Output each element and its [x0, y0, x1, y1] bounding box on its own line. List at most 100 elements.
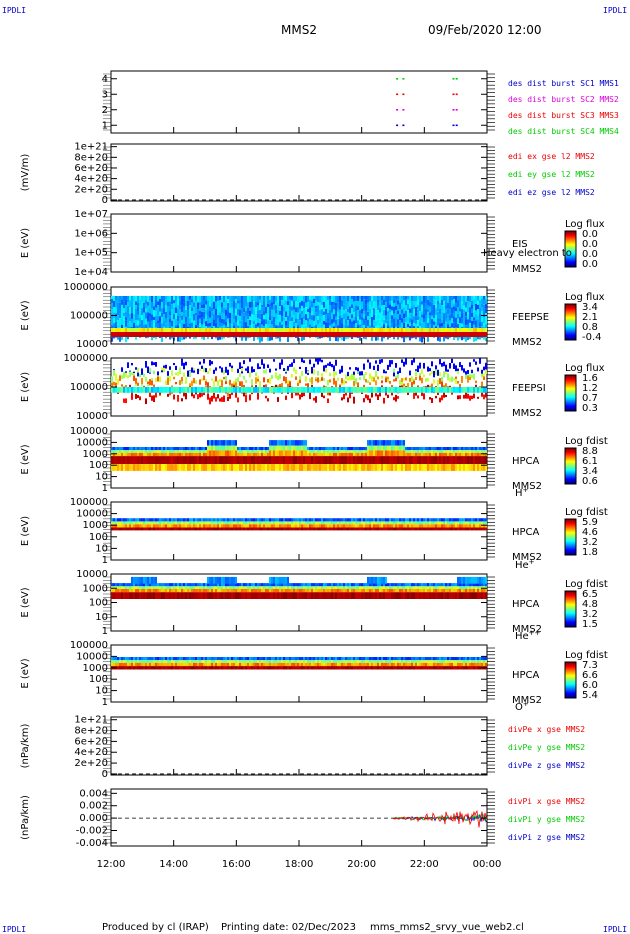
feepsi-heat-cell [275, 387, 277, 393]
hpca_he-heat-cell [299, 527, 301, 531]
hpca_h-heat-cell [257, 447, 259, 451]
feepse-heat-cell [171, 320, 173, 327]
hpca_h-heat-cell [197, 456, 199, 465]
feepsi-heat-cell [461, 376, 463, 383]
feepse-heat-cell [181, 305, 183, 313]
hpca_h-heat-cell [289, 445, 291, 451]
hpca_h-heat-cell [139, 450, 141, 453]
feepse-heat-cell [209, 328, 211, 332]
feepsi-heat-cell [155, 387, 157, 393]
feepse-heat-cell [245, 302, 247, 307]
feepse-heat-cell [325, 308, 327, 314]
hpca_he-heat-cell [441, 518, 443, 522]
hpca_he-heat-cell [157, 518, 159, 522]
hpca_h-heat-cell [413, 464, 415, 471]
feepse-heat-cell [485, 304, 487, 309]
feepse-heat-cell [251, 328, 253, 332]
hpca_he-heat-cell [141, 521, 143, 525]
hpca_h-heat-cell [293, 440, 295, 446]
hpca_he-heat-cell [413, 521, 415, 525]
hpca_h-heat-cell [203, 464, 205, 471]
feepse-heat-cell [309, 313, 311, 319]
feepsi-heat-cell [375, 387, 377, 393]
hpca_he-heat-cell [363, 521, 365, 525]
hpca_he-heat-cell [201, 521, 203, 525]
feepse-heat-cell [215, 315, 217, 323]
hpca_h-heat-cell [363, 456, 365, 465]
hpca_he-heat-cell [137, 518, 139, 522]
hpca_he-heat-cell [225, 524, 227, 528]
hpca_h-heat-cell [245, 447, 247, 451]
feepsi-colorbar-slice [565, 381, 576, 383]
feepse-heat-cell [321, 305, 323, 310]
hpca_he-heat-cell [459, 527, 461, 531]
eis-colorbar-slice [565, 240, 576, 242]
feepse-heat-cell [157, 305, 159, 311]
feepsi-heat-cell [459, 387, 461, 393]
hpca_he-heat-cell [185, 527, 187, 531]
hpca_he-heat-cell [191, 521, 193, 525]
feepsi-heat-cell [345, 390, 347, 396]
feepse-heat-cell [273, 304, 275, 311]
feepse-heat-cell [223, 328, 225, 332]
feepse-heat-cell [361, 316, 363, 321]
hpca_he-heat-cell [237, 521, 239, 525]
feepse-heat-cell [285, 296, 287, 301]
feepse-heat-cell [417, 312, 419, 316]
feepse-heat-cell [415, 323, 417, 331]
feepsi-heat-cell [203, 367, 205, 373]
feepse-ytick-label: 100000 [70, 311, 108, 322]
feepsi-heat-cell [245, 387, 247, 393]
hpca_he-heat-cell [247, 521, 249, 525]
hpca_he-heat-cell [245, 518, 247, 522]
hpca_he-heat-cell [397, 518, 399, 522]
feepse-heat-cell [285, 300, 287, 305]
hpca_he-heat-cell [159, 518, 161, 522]
feepse-heat-cell [245, 332, 247, 337]
hpca_he-heat-cell [123, 518, 125, 522]
feepse-heat-cell [273, 322, 275, 327]
feepsi-heat-cell [481, 381, 483, 387]
feepse-heat-cell [119, 302, 121, 309]
feepse-heat-cell [171, 332, 173, 337]
hpca_h-heat-cell [171, 452, 173, 457]
hpca_he-heat-cell [285, 527, 287, 531]
hpca_h-heat-cell [459, 456, 461, 465]
hpca_h-heat-cell [169, 464, 171, 471]
hpca_h-heat-cell [349, 452, 351, 457]
feepsi-heat-cell [151, 361, 153, 366]
hpca_h-heat-cell [239, 447, 241, 451]
hpca_he-heat-cell [345, 527, 347, 531]
feepse-heat-cell [155, 304, 157, 308]
feepse-heat-cell [221, 307, 223, 313]
feepsi-heat-cell [125, 372, 127, 377]
feepsi-heat-cell [427, 377, 429, 382]
hpca_he-heat-cell [253, 518, 255, 522]
hpca_h-heat-cell [333, 447, 335, 451]
feepse-heat-cell [435, 321, 437, 327]
feepse-heat-cell [127, 296, 129, 303]
hpca_he-heat-cell [283, 524, 285, 528]
feepsi-heat-cell [385, 387, 387, 393]
feepse-heat-cell [223, 313, 225, 320]
feepse-heat-cell [391, 300, 393, 307]
hpca_h-heat-cell [279, 464, 281, 471]
hpca_h-heat-cell [373, 456, 375, 465]
feepsi-heat-cell [191, 392, 193, 397]
hpca_he-heat-cell [283, 518, 285, 522]
feepse-heat-cell [295, 312, 297, 319]
datetime-title: 09/Feb/2020 12:00 [428, 23, 542, 37]
hpca_he-heat-cell [283, 521, 285, 525]
feepse-instrument-name: FEEPSE [512, 312, 549, 323]
feepse-heat-cell [247, 332, 249, 337]
hpca_he-heat-cell [215, 521, 217, 525]
feepsi-heat-cell [475, 380, 477, 384]
feepse-heat-cell [149, 332, 151, 337]
feepsi-heat-cell [129, 371, 131, 377]
feepse-heat-cell [259, 322, 261, 329]
hpca_he-heat-cell [311, 521, 313, 525]
feepse-heat-cell [405, 317, 407, 322]
hpca_h-heat-cell [261, 447, 263, 451]
hpca_he-heat-cell [241, 521, 243, 525]
hpca_h-heat-cell [417, 452, 419, 457]
